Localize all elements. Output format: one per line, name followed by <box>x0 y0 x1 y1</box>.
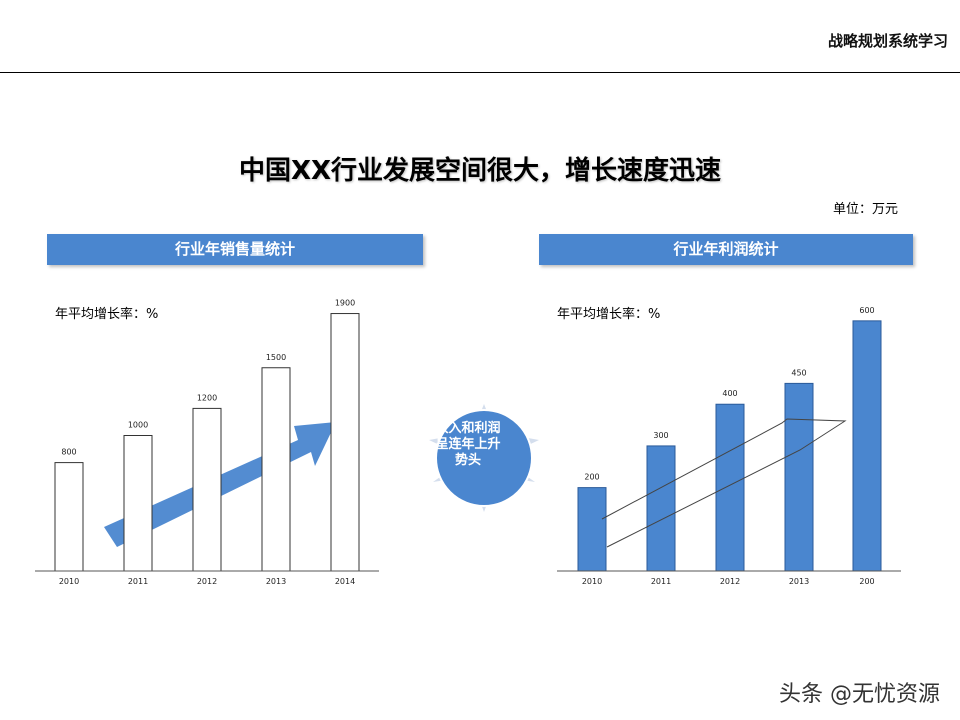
profit-panel-header: 行业年利润统计 <box>539 234 913 265</box>
profit-tick-label: 200 <box>859 577 874 586</box>
profit-tick-label: 2011 <box>651 577 671 586</box>
sales-data-label: 1500 <box>266 353 286 362</box>
sales-data-label: 1900 <box>335 299 355 308</box>
sales-bar <box>123 435 153 572</box>
sales-bar <box>54 462 84 572</box>
sales-data-label: 1200 <box>197 393 217 402</box>
sales-data-label: 800 <box>61 448 76 457</box>
profit-tick-label: 2010 <box>582 577 602 586</box>
profit-trend-arrow-outline <box>601 418 847 548</box>
summary-callout-text: 收入和利润呈连年上升势头 <box>435 421 501 468</box>
profit-bar <box>784 382 814 572</box>
header-title: 战略规划系统学习 <box>827 32 948 50</box>
sales-tick-label: 2010 <box>59 577 79 586</box>
watermark: 头条 @无忧资源 <box>779 682 940 707</box>
profit-bar <box>577 487 607 572</box>
profit-data-label: 450 <box>791 368 806 377</box>
sales-bar <box>192 407 222 572</box>
sales-growth-label: 年平均增长率：% <box>55 307 159 322</box>
profit-tick-label: 2012 <box>720 577 740 586</box>
profit-data-label: 200 <box>584 473 599 482</box>
profit-data-label: 300 <box>653 431 668 440</box>
profit-bar <box>852 320 882 572</box>
sales-tick-label: 2013 <box>266 577 286 586</box>
profit-bar <box>646 445 676 572</box>
profit-data-label: 400 <box>722 389 737 398</box>
page-title: 中国XX行业发展空间很大，增长速度迅速 <box>238 156 722 186</box>
profit-bar <box>715 403 745 572</box>
sales-tick-label: 2014 <box>335 577 355 586</box>
profit-data-label: 600 <box>859 306 874 315</box>
unit-label: 单位：万元 <box>832 202 898 217</box>
sales-bar <box>261 367 291 572</box>
header-divider <box>0 72 960 73</box>
sales-data-label: 1000 <box>128 421 148 430</box>
summary-callout-shape <box>429 404 539 512</box>
sales-panel-header: 行业年销售量统计 <box>47 234 423 265</box>
sales-bar <box>330 313 360 572</box>
profit-tick-label: 2013 <box>789 577 809 586</box>
profit-growth-label: 年平均增长率：% <box>557 307 661 322</box>
sales-tick-label: 2011 <box>128 577 148 586</box>
sales-tick-label: 2012 <box>197 577 217 586</box>
